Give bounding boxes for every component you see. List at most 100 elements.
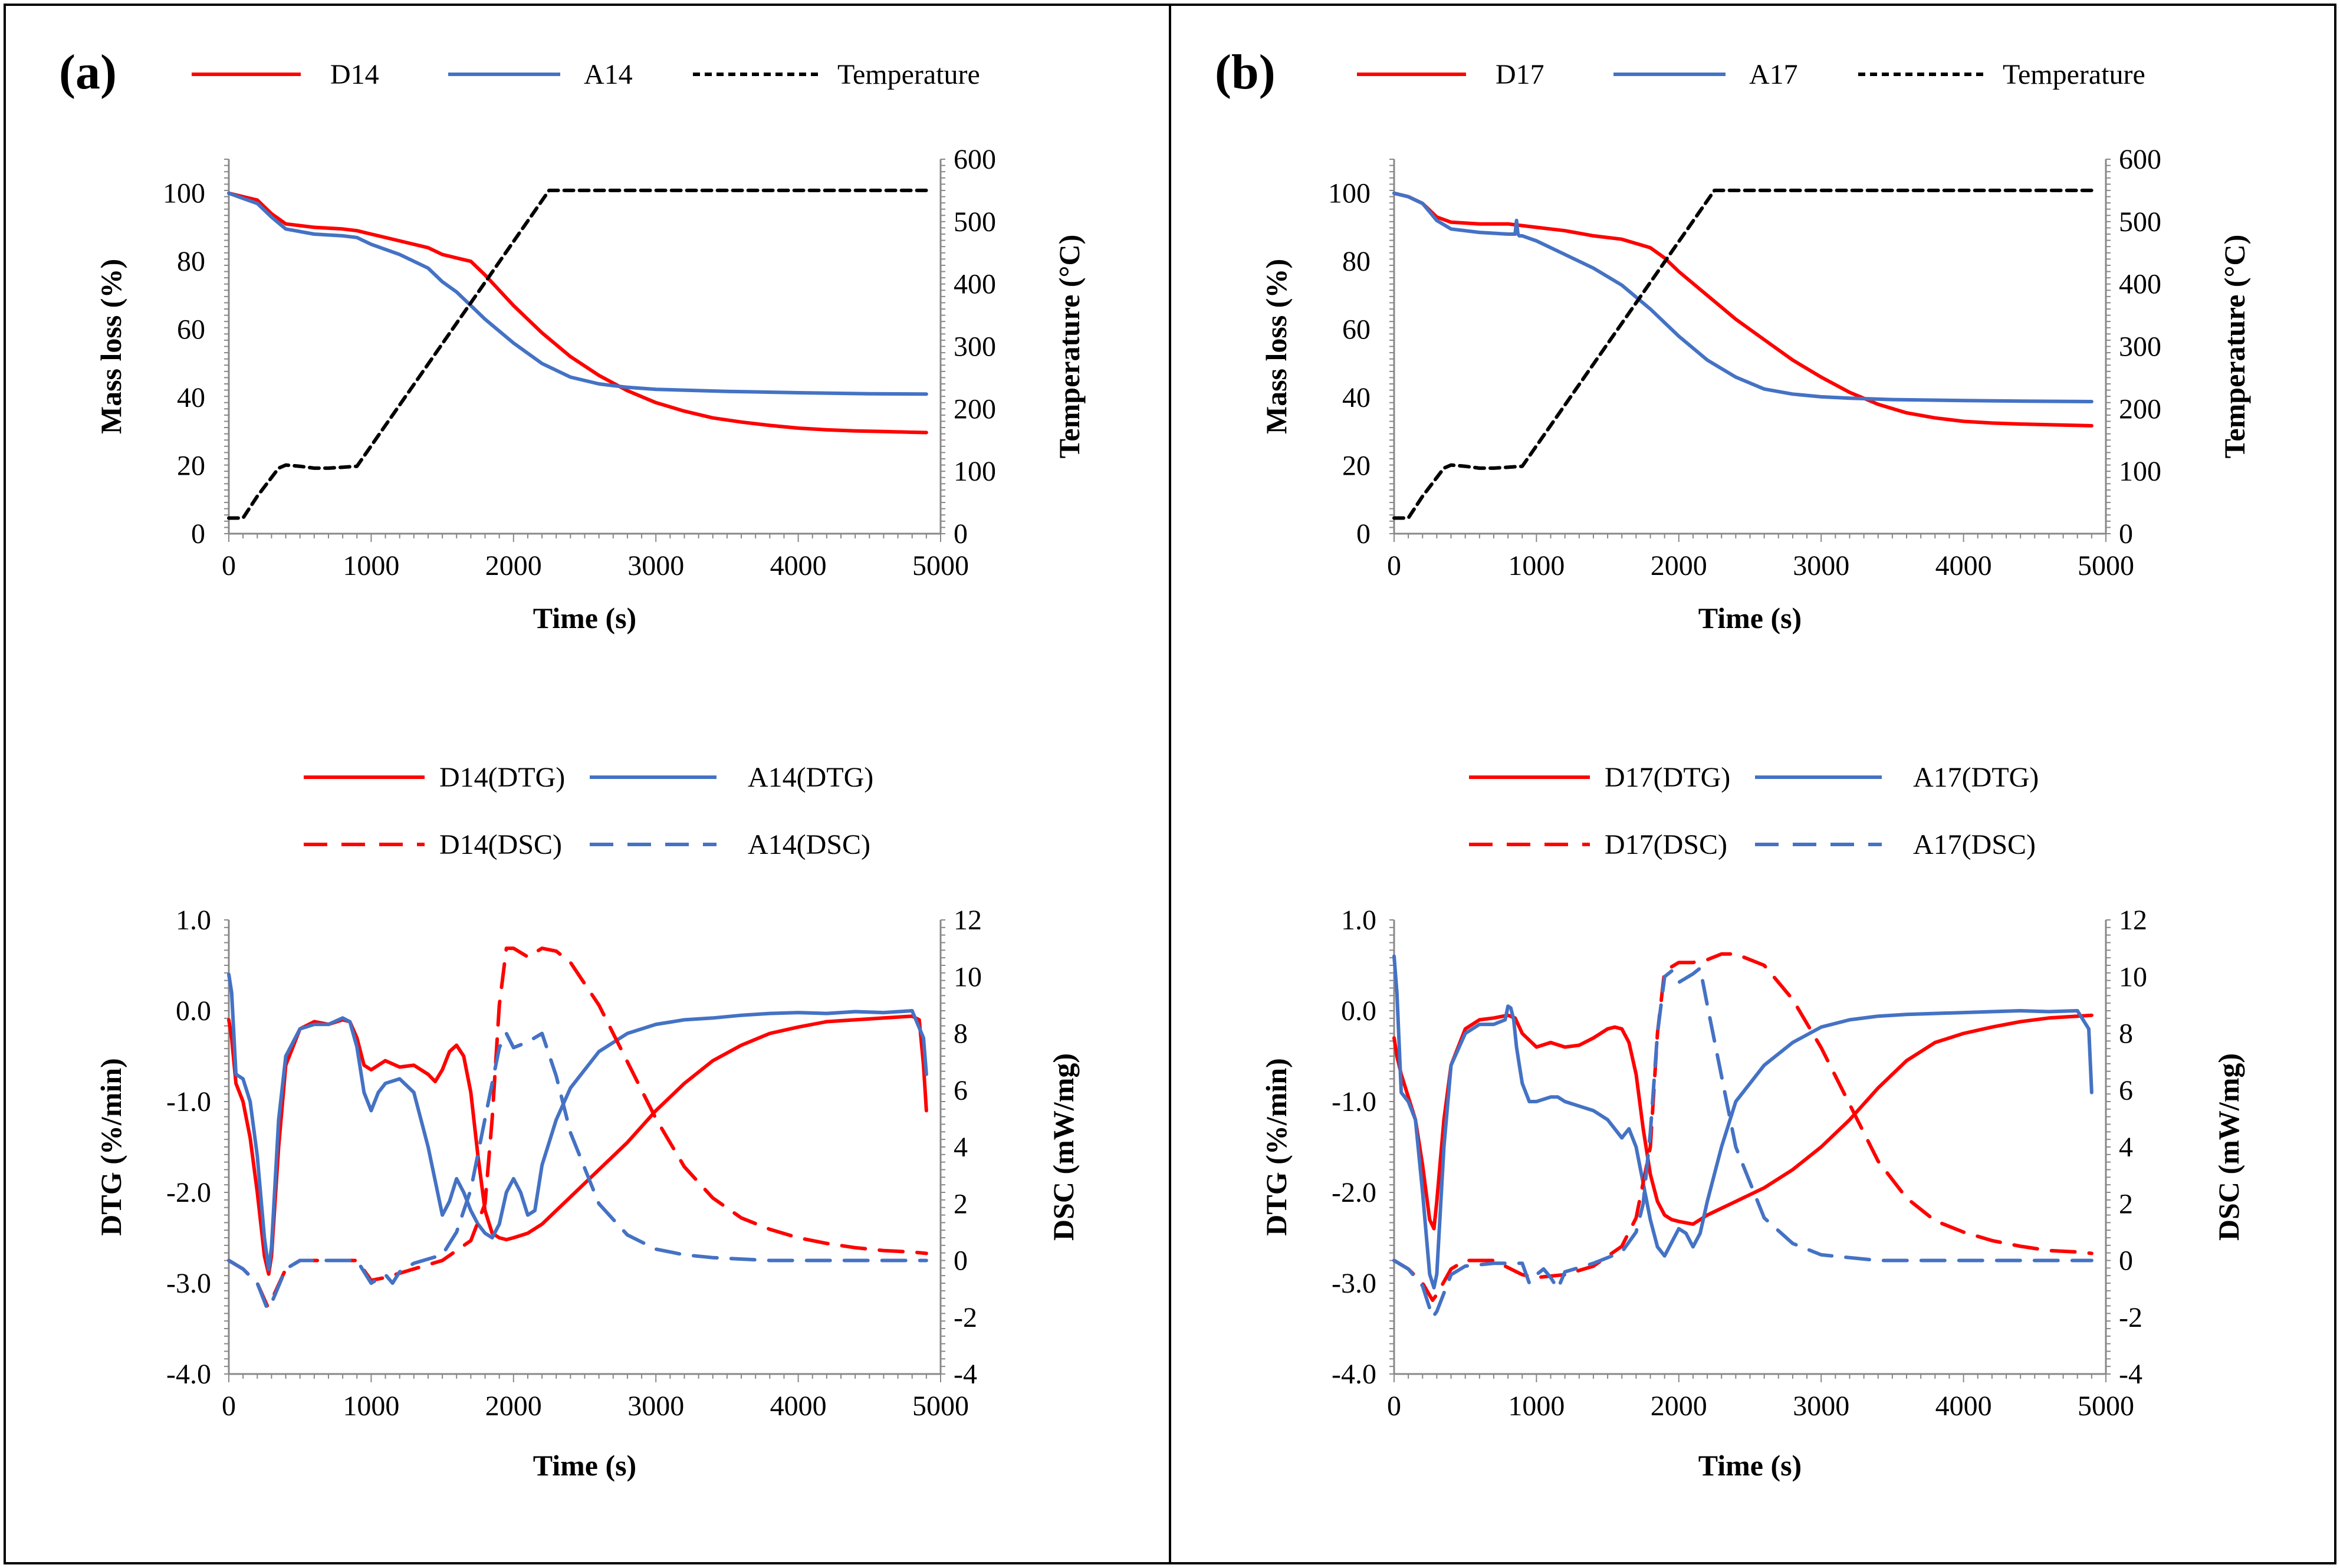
panel-a-tga-ytick-label: 80 bbox=[177, 246, 205, 277]
panel-a-tga-ytick-label: 20 bbox=[177, 451, 205, 482]
panel-a-tga-legend-label-2: A14 bbox=[584, 59, 633, 90]
panel-b-tga-ytick-label: 80 bbox=[1342, 246, 1371, 277]
panel-b-dtg-ytick-label: -1.0 bbox=[1332, 1086, 1376, 1117]
panel-b-dtg-xtick-label: 2000 bbox=[1651, 1391, 1707, 1422]
panel-a-series-a14-dtg- bbox=[227, 972, 928, 1271]
panel-b-tga-y2tick-label: 100 bbox=[2119, 456, 2161, 487]
panel-a-dtg-y2tick-label: 4 bbox=[954, 1132, 968, 1163]
panel-a-dtg-ytick-label: -4.0 bbox=[166, 1359, 211, 1390]
panel-a-dtg-xtick-label: 5000 bbox=[912, 1391, 969, 1422]
panel-b-tga-ytick-label: 100 bbox=[1328, 178, 1371, 209]
axis-ticks bbox=[224, 159, 2111, 1382]
panel-b-frame bbox=[1169, 4, 2336, 1564]
panel-a-series-temperature bbox=[227, 188, 928, 520]
panel-a-series-d14 bbox=[227, 191, 928, 435]
panel-a-tga-y2tick-label: 600 bbox=[954, 144, 996, 175]
panel-a-tga-y2tick-label: 400 bbox=[954, 269, 996, 300]
panel-b-dtg-xlabel: Time (s) bbox=[1698, 1449, 1802, 1482]
panel-a-tga-xtick-label: 3000 bbox=[627, 550, 684, 581]
panel-b-dtg-ytick-label: 0.0 bbox=[1341, 995, 1376, 1027]
panel-b-dtg-y2tick-label: 12 bbox=[2119, 905, 2147, 936]
panel-a-tga-y2tick-label: 300 bbox=[954, 331, 996, 363]
panel-a-dtg-y2tick-label: -4 bbox=[954, 1359, 977, 1390]
panel-b-dtg-xtick-label: 0 bbox=[1387, 1391, 1401, 1422]
panel-b-tga-y2tick-label: 400 bbox=[2119, 269, 2161, 300]
panel-b-dtg-legend-label-3: D17(DSC) bbox=[1605, 829, 1727, 860]
panel-a-tga-xlabel: Time (s) bbox=[533, 601, 636, 635]
panel-a-tga-y2tick-label: 100 bbox=[954, 456, 996, 487]
panel-b-tga-xtick-label: 3000 bbox=[1793, 550, 1849, 581]
panel-a-dtg-y2tick-label: 12 bbox=[954, 905, 982, 936]
panel-b-tga-legend-label-2: A17 bbox=[1749, 59, 1798, 90]
panel-b-tga-y2tick-label: 200 bbox=[2119, 393, 2161, 425]
panel-a-tga-ytick-label: 0 bbox=[191, 518, 205, 550]
panel-b-dtg-ytick-label: -4.0 bbox=[1332, 1359, 1376, 1390]
panel-a-dtg-ytick-label: -2.0 bbox=[166, 1177, 211, 1208]
axis-and-legend-text: D14 A14 Temperature02040608010001002003004… bbox=[94, 59, 2251, 1482]
panel-a-dtg-xtick-label: 0 bbox=[222, 1391, 236, 1422]
panel-a-tga-ytick-label: 60 bbox=[177, 314, 205, 346]
panel-b-dtg-xtick-label: 1000 bbox=[1508, 1391, 1565, 1422]
panel-b-dtg-y2tick-label: 2 bbox=[2119, 1188, 2133, 1219]
panel-b-dtg-xtick-label: 4000 bbox=[1935, 1391, 1992, 1422]
panel-b-tga-ytick-label: 20 bbox=[1342, 451, 1371, 482]
panel-a-dtg-y2label: DSC (mW/mg) bbox=[1047, 1053, 1080, 1241]
panel-a-dtg-legend-label-4: A14(DSC) bbox=[748, 829, 870, 860]
panel-b-tga-xtick-label: 1000 bbox=[1508, 550, 1565, 581]
panel-a-tga-y2tick-label: 200 bbox=[954, 393, 996, 425]
panel-b-dtg-ytick-label: 1.0 bbox=[1341, 905, 1376, 936]
panel-b-tga-ytick-label: 40 bbox=[1342, 382, 1371, 413]
panel-b-dtg-y2tick-label: -4 bbox=[2119, 1359, 2142, 1390]
panel-a-dtg-ytick-label: 0.0 bbox=[176, 995, 211, 1027]
panel-a-tga-legend-label-1: D14 bbox=[330, 59, 379, 90]
panel-b-dtg-y2tick-label: 8 bbox=[2119, 1018, 2133, 1050]
panel-b-series-d17-dsc- bbox=[1392, 952, 2093, 1302]
panel-a-tga-y2tick-label: 500 bbox=[954, 206, 996, 238]
panel-b-label: (b) bbox=[1215, 45, 1276, 100]
panel-b-tga-xtick-label: 2000 bbox=[1651, 550, 1707, 581]
panel-a-dtg-y2tick-label: 6 bbox=[954, 1075, 968, 1106]
panel-b-dtg-y2tick-label: 10 bbox=[2119, 961, 2147, 992]
panel-a-dtg-y2tick-label: 10 bbox=[954, 961, 982, 992]
panel-a-dtg-xtick-label: 2000 bbox=[485, 1391, 542, 1422]
panel-a-tga-xtick-label: 0 bbox=[222, 550, 236, 581]
panel-a-tga-legend-label-3: Temperature bbox=[837, 59, 980, 90]
panel-a-dtg-ylabel: DTG (%/min) bbox=[94, 1058, 127, 1235]
panel-a-series-a14-dsc- bbox=[227, 1031, 928, 1311]
panel-b-dtg-legend-label-2: A17(DTG) bbox=[1913, 762, 2039, 793]
panel-b-dtg-y2tick-label: 4 bbox=[2119, 1132, 2133, 1163]
panel-b-series-a17-dtg- bbox=[1392, 954, 2093, 1290]
panel-b-tga-xlabel: Time (s) bbox=[1698, 601, 1802, 635]
panel-a-dtg-y2tick-label: 0 bbox=[954, 1245, 968, 1277]
panel-a-tga-y2label: Temperature (°C) bbox=[1053, 235, 1086, 459]
panel-b-dtg-y2tick-label: 0 bbox=[2119, 1245, 2133, 1277]
panel-b-tga-legend-label-3: Temperature bbox=[2003, 59, 2145, 90]
panel-a-dtg-xtick-label: 4000 bbox=[770, 1391, 827, 1422]
panel-b-series-temperature bbox=[1392, 188, 2093, 520]
panel-a-dtg-ytick-label: -3.0 bbox=[166, 1268, 211, 1299]
panel-b-tga-y2tick-label: 500 bbox=[2119, 206, 2161, 238]
panel-b-dtg-legend-label-1: D17(DTG) bbox=[1605, 762, 1730, 793]
panel-b-dtg-ytick-label: -3.0 bbox=[1332, 1268, 1376, 1299]
panel-a-dtg-xtick-label: 3000 bbox=[627, 1391, 684, 1422]
panel-b-tga-xtick-label: 4000 bbox=[1935, 550, 1992, 581]
panel-b-dtg-y2label: DSC (mW/mg) bbox=[2212, 1053, 2245, 1241]
panel-a-label: (a) bbox=[59, 45, 117, 100]
panel-b-series-d17 bbox=[1392, 191, 2093, 428]
panel-b-dtg-ytick-label: -2.0 bbox=[1332, 1177, 1376, 1208]
panel-a-dtg-y2tick-label: 2 bbox=[954, 1188, 968, 1219]
panel-a-tga-ytick-label: 100 bbox=[163, 178, 205, 209]
panel-b-tga-xtick-label: 5000 bbox=[2078, 550, 2134, 581]
panel-b-tga-y2label: Temperature (°C) bbox=[2218, 235, 2251, 459]
panel-a-tga-ylabel: Mass loss (%) bbox=[94, 259, 127, 434]
panel-a-dtg-xlabel: Time (s) bbox=[533, 1449, 636, 1482]
panel-b-dtg-y2tick-label: -2 bbox=[2119, 1302, 2142, 1333]
panel-b-series-a17 bbox=[1392, 191, 2093, 403]
panel-a-dtg-ytick-label: 1.0 bbox=[176, 905, 211, 936]
panel-b-dtg-ylabel: DTG (%/min) bbox=[1260, 1058, 1293, 1235]
panel-b-series-d17-dtg- bbox=[1392, 1013, 2093, 1231]
panel-b-tga-ylabel: Mass loss (%) bbox=[1260, 259, 1293, 434]
panel-b-tga-ytick-label: 0 bbox=[1356, 518, 1371, 550]
panel-b-tga-xtick-label: 0 bbox=[1387, 550, 1401, 581]
